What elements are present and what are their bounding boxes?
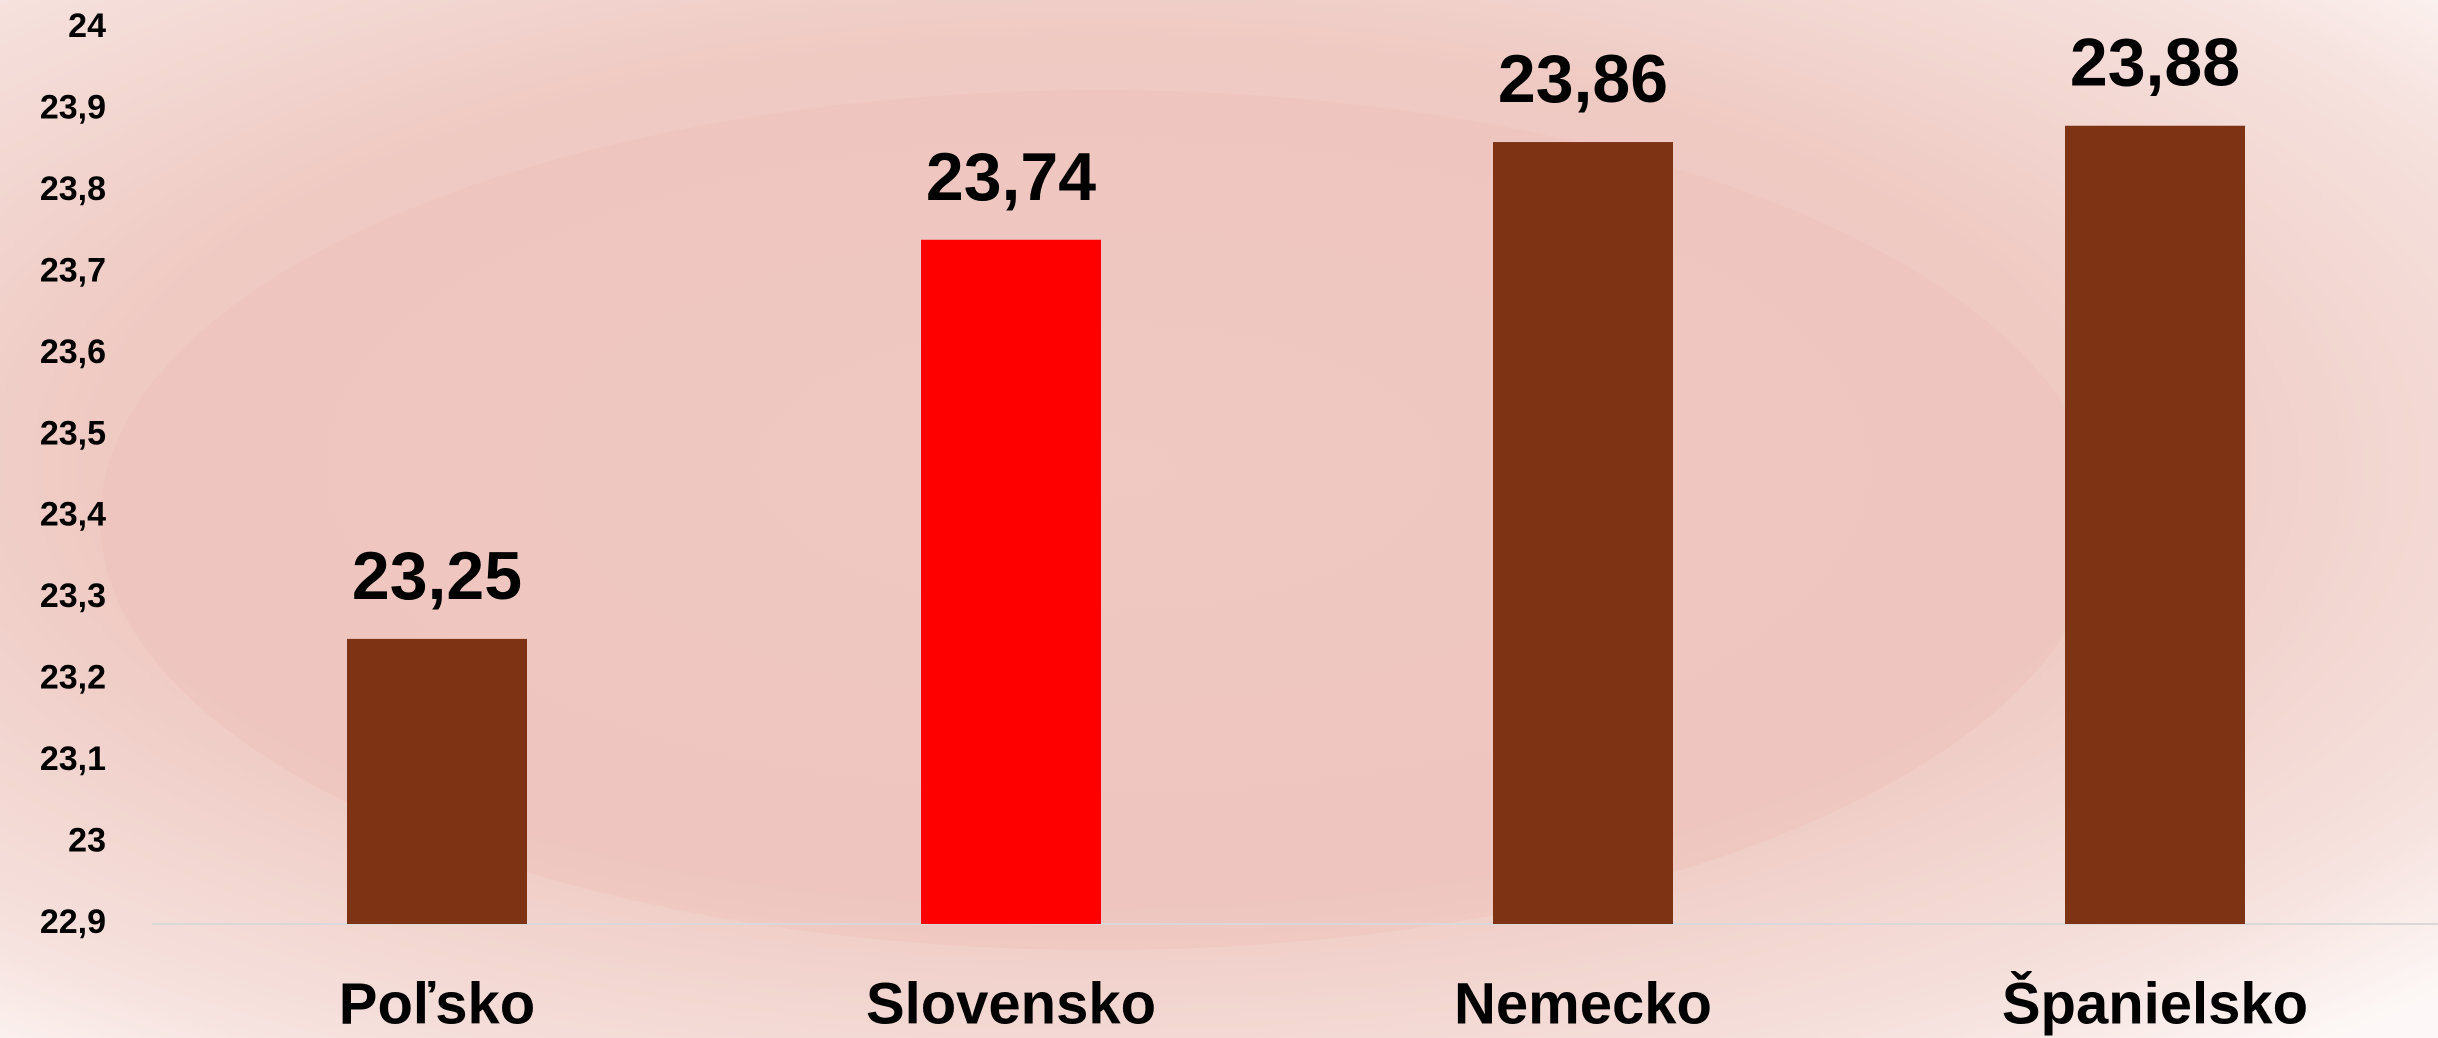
y-tick-label: 22,9	[40, 903, 106, 941]
value-label: 23,86	[1498, 41, 1668, 117]
bar	[921, 240, 1101, 924]
x-tick-label: Slovensko	[866, 971, 1156, 1036]
y-tick-label: 23,9	[40, 88, 106, 126]
x-tick-label: Španielsko	[2002, 971, 2308, 1036]
y-tick-label: 23,7	[40, 251, 106, 289]
y-tick-label: 24	[68, 7, 106, 45]
bar	[2065, 126, 2245, 924]
x-tick-label: Nemecko	[1454, 971, 1712, 1036]
y-tick-label: 23,5	[40, 414, 106, 452]
y-tick-label: 23,3	[40, 577, 106, 615]
value-label: 23,25	[352, 538, 522, 614]
page: 22,9 23 23,1 23,2 23,3 23,4 23,5 23,6 23,7 23,8 23…	[0, 0, 2438, 1038]
y-tick-label: 23	[68, 822, 106, 860]
bar	[347, 639, 527, 924]
y-tick-label: 23,2	[40, 659, 106, 697]
chart: 22,9 23 23,1 23,2 23,3 23,4 23,5 23,6 23,7 23,8 23…	[0, 0, 2438, 1038]
value-label: 23,88	[2070, 25, 2240, 101]
y-tick-label: 23,4	[40, 496, 106, 534]
y-tick-label: 23,8	[40, 170, 106, 208]
x-tick-label: Poľsko	[339, 971, 535, 1036]
y-tick-label: 23,6	[40, 333, 106, 371]
value-label: 23,74	[926, 139, 1096, 215]
y-tick-label: 23,1	[40, 740, 106, 778]
bar	[1493, 142, 1673, 924]
